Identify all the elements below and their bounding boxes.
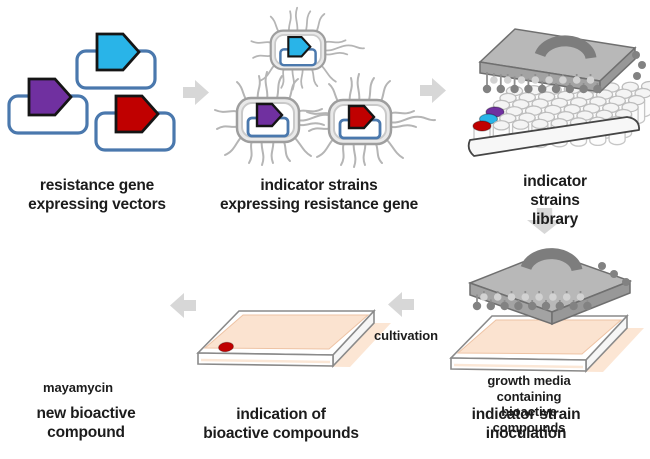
pin-tip xyxy=(576,293,585,301)
pin-tip xyxy=(528,301,537,311)
lid-handle-icon xyxy=(534,35,597,60)
vector-red xyxy=(94,94,176,152)
bacterium-red xyxy=(305,72,437,169)
pin-tip xyxy=(514,301,523,311)
label-cultivation: cultivation xyxy=(374,328,438,343)
arrow-step2-icon xyxy=(420,78,446,103)
pin-tip xyxy=(586,76,595,84)
arrow-step4-icon xyxy=(388,292,414,317)
pin-tip xyxy=(531,76,540,84)
well-strain-colored xyxy=(472,120,492,132)
pin-tip xyxy=(517,76,526,84)
pin-tip xyxy=(472,301,482,311)
pin-tip xyxy=(551,84,561,94)
lid-side-knobs xyxy=(632,51,646,80)
pin-tip xyxy=(490,76,498,84)
inoculation-group xyxy=(449,248,644,373)
label-new-compound: new bioactive compound xyxy=(36,405,136,441)
pin-tip xyxy=(507,293,516,301)
label-indication: indication of bioactive compounds xyxy=(203,406,359,442)
library-lid-pins xyxy=(482,72,602,94)
pin-tip xyxy=(583,301,592,311)
inoculation-lid xyxy=(467,248,633,326)
vector-purple xyxy=(7,77,89,135)
pin-tip xyxy=(500,301,509,311)
pin-tip xyxy=(569,301,578,311)
pin-tip xyxy=(480,293,488,301)
label-growth-media: growth media containing bioactive compou… xyxy=(487,373,571,435)
pin-tip xyxy=(486,301,495,311)
pin-tip xyxy=(549,293,557,301)
label-indicator-strains: indicator strains expressing resistance … xyxy=(219,177,419,213)
pin-tip xyxy=(545,76,553,84)
pin-tip xyxy=(510,84,519,94)
pin-tip xyxy=(496,84,505,94)
inoculation-lid-pins xyxy=(472,291,592,311)
library-plate-base xyxy=(467,116,640,157)
pin-tip xyxy=(559,76,567,84)
pin-tip xyxy=(503,76,512,84)
pin-tip xyxy=(579,84,588,94)
cultivation-group xyxy=(196,309,391,368)
pin-tip xyxy=(565,84,574,94)
label-inoculation: indicator strain inoculation xyxy=(471,406,581,442)
pin-tip xyxy=(572,76,581,84)
pin-tip xyxy=(521,293,530,301)
arrow-step5-icon xyxy=(170,293,196,318)
lid-handle-icon xyxy=(520,248,583,272)
vector-cyan xyxy=(75,32,157,90)
lid-side-knobs xyxy=(598,262,630,286)
bioactive-colony-spot xyxy=(218,341,234,353)
well-top xyxy=(492,120,510,131)
well-top xyxy=(511,119,530,130)
pin-tip xyxy=(482,84,492,94)
well-top xyxy=(531,118,549,130)
bacteria-group xyxy=(213,6,437,169)
pin-tip xyxy=(555,301,564,311)
pin-tip xyxy=(538,84,547,94)
label-compound-name: mayamycin xyxy=(43,380,113,395)
pin-tip xyxy=(562,293,571,301)
pin-tip xyxy=(535,293,543,301)
pin-tip xyxy=(493,293,502,301)
label-strains-library: indicator strains library xyxy=(523,173,587,228)
vectors-group xyxy=(7,32,176,152)
pin-tip xyxy=(593,84,602,94)
bacterium-cyan xyxy=(250,6,366,91)
pin-tip xyxy=(524,84,533,94)
library-group xyxy=(467,28,650,157)
label-resistance-vectors: resistance gene expressing vectors xyxy=(28,177,166,213)
pin-tip xyxy=(541,301,551,311)
arrow-step1-icon xyxy=(183,80,209,105)
